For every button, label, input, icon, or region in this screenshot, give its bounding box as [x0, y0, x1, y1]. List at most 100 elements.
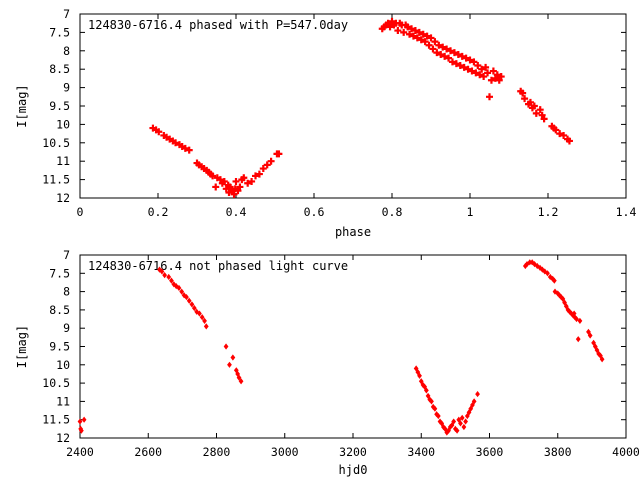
y-tick-label: 11.5	[42, 173, 70, 187]
x-tick-label: 3200	[339, 445, 367, 459]
y-tick-label: 10	[56, 358, 70, 372]
data-point	[540, 266, 545, 273]
data-point	[77, 418, 83, 425]
data-point	[577, 317, 583, 324]
x-tick-label: 0.2	[148, 205, 169, 219]
data-point	[484, 69, 492, 77]
data-point	[456, 416, 462, 423]
data-point	[458, 420, 463, 427]
data-point	[159, 268, 165, 275]
data-point	[427, 34, 435, 42]
data-point	[478, 65, 486, 73]
x-tick-label: 3600	[476, 445, 504, 459]
y-tick-label: 7.5	[49, 25, 70, 39]
data-point	[560, 131, 568, 139]
data-point	[155, 128, 163, 136]
data-point	[176, 284, 182, 292]
plot-frame	[79, 254, 627, 439]
data-point	[191, 304, 197, 312]
data-point	[449, 422, 455, 429]
data-point	[586, 328, 591, 335]
data-point	[464, 412, 470, 420]
x-tick-label: 1.4	[616, 205, 637, 219]
data-point	[172, 139, 180, 147]
y-tick-label: 12	[56, 431, 70, 445]
data-point	[468, 67, 476, 75]
data-point	[419, 30, 427, 38]
data-point	[435, 41, 443, 49]
y-tick-label: 10.5	[42, 136, 70, 150]
data-point	[594, 347, 600, 354]
data-point	[456, 62, 464, 70]
data-point	[560, 295, 566, 303]
unphased-light-curve-panel: 2400 2600 2800 3000 3200 3400 3600 3800 4000 7 7.5…	[15, 248, 640, 477]
data-point	[226, 183, 234, 191]
data-point	[227, 361, 232, 368]
data-point	[443, 45, 451, 53]
data-point	[551, 277, 557, 284]
data-point	[538, 111, 546, 119]
x-tick-label: 2800	[203, 445, 231, 459]
data-point	[418, 378, 424, 385]
phased-light-curve-panel: 0 0.2 0.4 0.6 0.8 1 1.2 1.4 7 7.5 8 8.5 9 9.5 10 10.5 11…	[15, 7, 636, 239]
data-point	[421, 38, 429, 46]
data-point	[388, 17, 396, 25]
data-point	[468, 405, 474, 412]
data-point	[408, 25, 415, 33]
data-point	[234, 187, 242, 195]
data-point	[400, 28, 408, 36]
data-point	[441, 52, 449, 60]
data-point	[184, 293, 189, 301]
data-point	[454, 427, 460, 434]
data-point	[431, 38, 439, 46]
x-tick-label: 2400	[66, 445, 94, 459]
data-point	[540, 115, 548, 123]
data-point	[474, 62, 482, 70]
y-tick-label: 7	[63, 248, 70, 262]
x-tick-label: 1.2	[538, 205, 559, 219]
data-point	[470, 401, 475, 409]
y-tick-label: 7.5	[49, 266, 70, 280]
data-point	[185, 146, 193, 154]
data-point	[417, 36, 425, 44]
data-point	[240, 174, 248, 182]
data-point	[259, 165, 267, 173]
data-point	[487, 76, 495, 84]
data-point	[244, 179, 252, 187]
x-tick-label: 4000	[612, 445, 640, 459]
data-point	[384, 19, 392, 27]
data-point	[435, 412, 441, 420]
x-tick-label: 0.6	[304, 205, 325, 219]
data-point	[464, 65, 472, 73]
data-point	[425, 392, 431, 400]
data-point	[423, 387, 429, 394]
data-point	[194, 308, 200, 315]
data-point	[203, 323, 209, 330]
y-tick-label: 9	[63, 321, 70, 335]
y-axis-label: I[mag]	[15, 84, 29, 127]
data-points	[149, 17, 573, 198]
data-point	[563, 303, 569, 310]
data-point	[169, 277, 174, 284]
data-point	[536, 106, 544, 114]
data-point	[497, 73, 505, 81]
x-tick-label: 3000	[271, 445, 299, 459]
data-point	[521, 95, 529, 103]
data-point	[275, 150, 283, 158]
data-point	[592, 343, 598, 350]
y-tick-label: 11	[56, 394, 70, 408]
data-point	[238, 378, 244, 385]
data-point	[482, 63, 490, 71]
data-point	[519, 89, 527, 97]
data-point	[472, 69, 480, 77]
x-tick-label: 1	[467, 205, 474, 219]
y-tick-label: 8.5	[49, 303, 70, 317]
data-point	[575, 336, 581, 343]
data-point	[230, 354, 236, 361]
data-point	[386, 23, 394, 31]
data-point	[411, 27, 419, 35]
data-point	[415, 369, 421, 376]
x-tick-label: 0	[77, 205, 84, 219]
data-point	[81, 416, 87, 423]
